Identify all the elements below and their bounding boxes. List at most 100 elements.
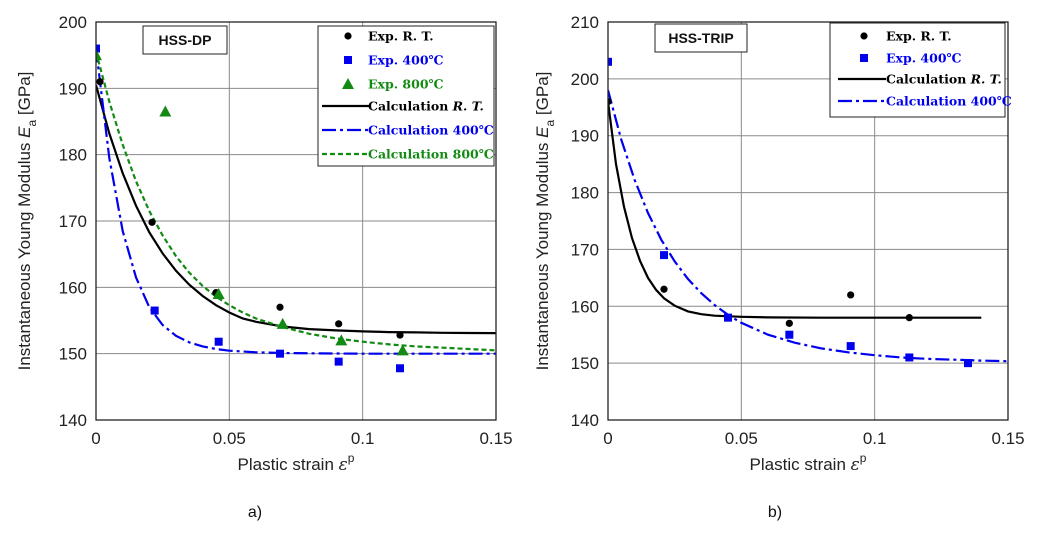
x-axis-title-sup: p: [348, 451, 355, 465]
data-point: [276, 349, 284, 358]
material-tag-box: [142, 25, 228, 55]
legend: Exp. R. T. Exp. 400℃ Exp. 800℃ Calculation …: [317, 25, 495, 167]
y-tick-label: 150: [59, 345, 87, 364]
data-point: [212, 287, 225, 299]
y-tick-label: 170: [59, 212, 87, 231]
legend-box: [829, 22, 1006, 118]
y-axis-title-unit: [GPa]: [15, 72, 34, 120]
x-axis-title-symbol: ε: [339, 455, 348, 475]
legend-label: Calculation 800℃: [368, 147, 494, 162]
y-axis-title-symbol: E: [533, 126, 552, 138]
x-axis-title: Plastic strain εp: [238, 451, 355, 475]
x-tick-label: 0.05: [725, 429, 758, 448]
legend-label: Exp. 400℃: [368, 53, 444, 68]
data-point: [214, 337, 223, 346]
x-axis-title-sup: p: [860, 451, 867, 465]
y-tick-label: 150: [571, 354, 599, 373]
x-axis-title-text: Plastic strain: [750, 455, 851, 474]
data-point: [334, 357, 343, 366]
y-tick-label: 160: [571, 297, 599, 316]
y-tick-label: 200: [571, 70, 599, 89]
legend-label: Exp. R. T.: [368, 29, 434, 44]
x-tick-label: 0.15: [991, 429, 1024, 448]
data-point: [964, 359, 972, 368]
x-tick-label: 0.15: [479, 429, 512, 448]
data-point: [335, 334, 348, 346]
panel-label-a: a): [248, 504, 262, 521]
y-tick-label: 140: [59, 411, 87, 430]
material-tag: HSS-DP: [159, 32, 212, 48]
y-axis-title-sub: a: [543, 120, 557, 127]
legend-marker: [342, 78, 354, 89]
y-tick-label: 140: [571, 411, 599, 430]
x-tick-label: 0.1: [863, 429, 887, 448]
panel-label-b: b): [768, 504, 782, 521]
material-tag: HSS-TRIP: [668, 30, 733, 46]
material-tag-box: [654, 23, 748, 53]
data-point: [148, 218, 156, 226]
data-point: [660, 285, 668, 293]
x-axis-title: Plastic strain εp: [750, 451, 867, 475]
y-tick-label: 210: [571, 13, 599, 32]
y-tick-label: 180: [59, 146, 87, 165]
legend-marker: [344, 32, 352, 40]
data-point: [785, 330, 794, 339]
legend-box: [317, 25, 495, 167]
plot-frame: [607, 21, 1009, 421]
data-point: [396, 344, 409, 356]
plot-frame: [95, 21, 497, 421]
series-line: [608, 101, 982, 319]
series-line: [96, 84, 496, 335]
legend-marker: [860, 54, 868, 62]
legend-label: Exp. 800℃: [368, 77, 444, 92]
data-point: [785, 319, 793, 327]
y-tick-label: 190: [571, 127, 599, 146]
legend-label-italic: R. T.: [452, 99, 484, 114]
y-tick-label: 170: [571, 240, 599, 259]
x-tick-label: 0: [603, 429, 612, 448]
data-point: [847, 291, 855, 299]
legend-marker: [344, 56, 352, 64]
legend-label: Calculation R. T.: [886, 72, 1002, 87]
series-line: [96, 48, 496, 355]
legend: Exp. R. T. Exp. 400℃ Calculation R. T. Calc…: [829, 22, 1012, 118]
y-axis-title-unit: [GPa]: [533, 72, 552, 120]
plot-area: [96, 44, 496, 373]
y-axis-title-symbol: E: [15, 126, 34, 138]
data-point: [276, 303, 284, 311]
y-tick-label: 200: [59, 13, 87, 32]
data-point: [96, 78, 104, 86]
data-point: [96, 44, 100, 53]
series-line: [608, 89, 1008, 363]
data-point: [608, 57, 612, 66]
x-axis-title-text: Plastic strain: [238, 455, 339, 474]
y-tick-label: 190: [59, 79, 87, 98]
x-tick-label: 0.05: [213, 429, 246, 448]
legend-label: Calculation R. T.: [368, 99, 484, 114]
y-axis-title-text: Instantaneous Young Modulus: [15, 138, 34, 371]
data-point: [846, 342, 855, 351]
data-point: [660, 251, 668, 260]
legend-label: Calculation 400℃: [368, 123, 494, 138]
legend-label: Exp. R. T.: [886, 29, 952, 44]
data-point: [150, 306, 159, 315]
data-point: [159, 105, 172, 117]
data-point: [96, 49, 102, 61]
legend-label: Calculation 400℃: [886, 94, 1012, 109]
x-tick-label: 0.1: [351, 429, 375, 448]
x-axis-title-symbol: ε: [851, 455, 860, 475]
data-point: [905, 353, 914, 362]
legend-label-italic: R. T.: [970, 72, 1002, 87]
x-tick-label: 0: [91, 429, 100, 448]
chart-panel-a: 0 0.05 0.1 0.15 140 150 160 170 180 190 200 HSS-DP E…: [15, 13, 513, 475]
data-point: [724, 313, 732, 322]
legend-marker: [860, 32, 868, 40]
legend-label: Exp. 400℃: [886, 51, 962, 66]
chart-panel-b: 0 0.05 0.1 0.15 140 150 160 170 180 190 200 210 HSS-…: [533, 13, 1025, 475]
y-axis-title-sub: a: [25, 120, 39, 127]
data-point: [608, 98, 612, 106]
data-point: [396, 364, 404, 373]
y-tick-label: 160: [59, 278, 87, 297]
plot-area: [608, 57, 1008, 368]
